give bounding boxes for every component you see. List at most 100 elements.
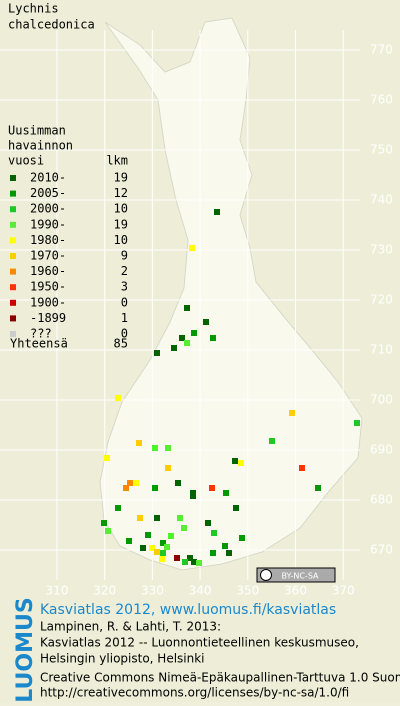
legend-count: 19 bbox=[114, 217, 128, 231]
observation bbox=[203, 319, 209, 325]
legend-count: 1 bbox=[121, 311, 128, 325]
observation bbox=[154, 350, 160, 356]
legend-count: 9 bbox=[121, 249, 128, 263]
observation bbox=[149, 545, 155, 551]
license-badge bbox=[256, 567, 336, 583]
observation bbox=[165, 465, 171, 471]
legend-label: 1900- bbox=[30, 295, 66, 309]
observation bbox=[105, 528, 111, 534]
legend-label: 2000- bbox=[30, 202, 66, 216]
observation bbox=[209, 485, 215, 491]
observation bbox=[184, 340, 190, 346]
legend-count: 0 bbox=[121, 295, 128, 309]
observation bbox=[238, 460, 244, 466]
observation bbox=[354, 420, 360, 426]
observation bbox=[182, 559, 188, 565]
legend-label: -1899 bbox=[30, 311, 66, 325]
grid-label: 370 bbox=[332, 584, 355, 598]
observation bbox=[174, 555, 180, 561]
observation bbox=[133, 480, 139, 486]
legend-count: 10 bbox=[114, 202, 128, 216]
legend-swatch bbox=[10, 268, 16, 275]
observation bbox=[177, 515, 183, 521]
legend-heading: havainnon bbox=[8, 139, 73, 153]
observation bbox=[232, 458, 238, 464]
license-text: Creative Commons Nimeä-Epäkaupallinen-Ta… bbox=[40, 671, 400, 685]
legend-swatch bbox=[10, 299, 16, 306]
observation bbox=[136, 440, 142, 446]
observation bbox=[181, 525, 187, 531]
observation bbox=[196, 560, 202, 566]
observation bbox=[210, 335, 216, 341]
license-url[interactable]: http://creativecommons.org/licenses/by-n… bbox=[40, 686, 349, 700]
observation bbox=[315, 485, 321, 491]
observation bbox=[187, 555, 193, 561]
legend-label: 1990- bbox=[30, 217, 66, 231]
observation bbox=[222, 543, 228, 549]
legend-count: 0 bbox=[121, 327, 128, 341]
observation bbox=[269, 438, 275, 444]
observation bbox=[211, 530, 217, 536]
observation bbox=[179, 335, 185, 341]
observation bbox=[127, 480, 133, 486]
citation: Helsingin yliopisto, Helsinki bbox=[40, 652, 205, 666]
legend-swatch bbox=[10, 237, 16, 244]
observation bbox=[223, 490, 229, 496]
observation bbox=[239, 535, 245, 541]
legend-swatch bbox=[10, 175, 16, 181]
grid-label: 350 bbox=[236, 584, 259, 598]
observation bbox=[226, 550, 232, 556]
observation bbox=[140, 545, 146, 551]
legend-swatch bbox=[10, 190, 16, 197]
observation bbox=[214, 209, 220, 215]
legend-label: 1980- bbox=[30, 233, 66, 247]
legend-label: 1970- bbox=[30, 249, 66, 263]
legend-label: 2005- bbox=[30, 186, 66, 200]
observation bbox=[123, 485, 129, 491]
observation bbox=[137, 515, 143, 521]
legend-label: 1950- bbox=[30, 280, 66, 294]
legend-swatch bbox=[10, 331, 16, 337]
grid-label: 710 bbox=[370, 343, 393, 357]
observation bbox=[289, 410, 295, 416]
species-name: chalcedonica bbox=[8, 18, 95, 32]
observation bbox=[164, 544, 170, 550]
total-count: 85 bbox=[114, 337, 128, 351]
legend-swatch bbox=[10, 315, 16, 322]
observation bbox=[159, 556, 165, 562]
finland-outline bbox=[99, 17, 363, 571]
footer-link[interactable]: Kasviatlas 2012, www.luomus.fi/kasviatla… bbox=[40, 602, 336, 618]
observation bbox=[210, 550, 216, 556]
observation bbox=[115, 505, 121, 511]
observation bbox=[152, 485, 158, 491]
grid-label: 720 bbox=[370, 293, 393, 307]
species-name: Lychnis bbox=[8, 2, 59, 16]
grid-label: 680 bbox=[370, 493, 393, 507]
legend-count: 2 bbox=[121, 264, 128, 278]
legend-label: 2010- bbox=[30, 171, 66, 185]
grid-label: 330 bbox=[141, 584, 164, 598]
legend-swatch bbox=[10, 284, 16, 291]
grid-label: 740 bbox=[370, 193, 393, 207]
grid-label: 320 bbox=[93, 584, 116, 598]
grid-label: 360 bbox=[284, 584, 307, 598]
observation bbox=[205, 520, 211, 526]
observation bbox=[168, 533, 174, 539]
legend-count: 12 bbox=[114, 186, 128, 200]
observation bbox=[126, 538, 132, 544]
citation: Kasviatlas 2012 -- Luonnontieteellinen k… bbox=[40, 636, 359, 650]
grid-label: 730 bbox=[370, 243, 393, 257]
grid-label: 750 bbox=[370, 143, 393, 157]
legend-swatch bbox=[10, 221, 16, 228]
grid-label: 700 bbox=[370, 393, 393, 407]
logo: LUOMUS bbox=[13, 597, 38, 702]
observation bbox=[165, 445, 171, 451]
grid-label: 310 bbox=[46, 584, 69, 598]
observation bbox=[299, 465, 305, 471]
grid-label: 340 bbox=[189, 584, 212, 598]
legend-count: 10 bbox=[114, 233, 128, 247]
